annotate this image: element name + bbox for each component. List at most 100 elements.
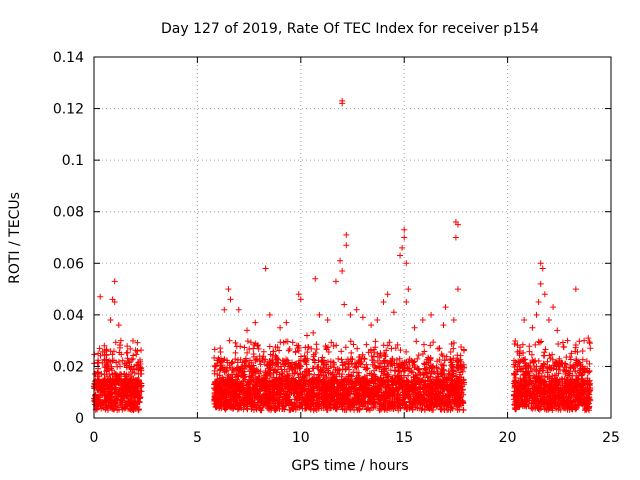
data-point	[403, 348, 410, 355]
data-point	[130, 352, 137, 359]
data-point	[108, 363, 115, 370]
data-point	[96, 381, 103, 388]
y-tick-label: 0.04	[53, 308, 84, 324]
data-point	[113, 403, 120, 410]
data-point	[114, 363, 121, 370]
data-point	[397, 347, 404, 354]
data-point	[413, 338, 420, 345]
data-point	[100, 400, 107, 407]
data-point	[103, 367, 110, 374]
data-point	[120, 378, 127, 385]
data-point	[110, 357, 117, 364]
data-point	[129, 369, 136, 376]
data-point	[97, 403, 104, 410]
data-point	[232, 339, 239, 346]
data-point	[124, 343, 131, 350]
x-tick-label: 15	[395, 430, 413, 446]
data-point	[232, 349, 239, 356]
data-point	[111, 376, 118, 383]
data-point	[115, 375, 122, 382]
data-point	[260, 353, 267, 360]
data-point	[138, 347, 145, 354]
data-point	[333, 342, 340, 349]
data-point	[419, 350, 426, 357]
data-point	[103, 363, 110, 370]
data-point	[135, 398, 142, 405]
data-point	[386, 339, 393, 346]
data-point	[126, 363, 133, 370]
data-point	[312, 349, 319, 356]
x-axis-label: GPS time / hours	[291, 458, 408, 474]
data-point	[104, 373, 111, 380]
data-point	[116, 371, 123, 378]
data-point	[350, 341, 357, 348]
data-point	[137, 395, 144, 402]
data-point	[424, 374, 431, 381]
data-point	[103, 346, 110, 353]
x-tick-label: 25	[602, 430, 620, 446]
data-point	[244, 338, 251, 345]
data-point	[107, 358, 114, 365]
data-point	[281, 406, 288, 413]
data-point	[449, 370, 456, 377]
data-point	[131, 404, 138, 411]
data-point	[126, 381, 133, 388]
data-point	[135, 406, 142, 413]
data-point	[103, 351, 110, 358]
x-tick-label: 20	[499, 430, 517, 446]
y-tick-label: 0	[75, 411, 84, 427]
data-point	[122, 399, 129, 406]
data-point	[116, 349, 123, 356]
data-point	[372, 338, 379, 345]
data-point	[266, 343, 273, 350]
data-point	[104, 404, 111, 411]
y-tick-label: 0.02	[53, 359, 84, 375]
data-point	[125, 371, 132, 378]
data-point	[441, 357, 448, 364]
data-point	[328, 339, 335, 346]
data-point	[394, 341, 401, 348]
data-point	[460, 407, 467, 414]
x-tick-label: 5	[193, 430, 202, 446]
data-point	[217, 345, 224, 352]
data-point	[118, 404, 125, 411]
data-point	[459, 368, 466, 375]
data-point	[95, 387, 102, 394]
data-point	[450, 345, 457, 352]
data-point	[103, 383, 110, 390]
data-point	[104, 407, 111, 414]
data-point	[134, 339, 141, 346]
data-point	[131, 369, 138, 376]
data-point	[117, 342, 124, 349]
y-tick-label: 0.08	[53, 205, 84, 221]
data-point	[105, 377, 112, 384]
data-point	[129, 337, 136, 344]
data-point	[123, 364, 130, 371]
data-point	[98, 386, 105, 393]
data-point	[126, 405, 133, 412]
data-point	[108, 402, 115, 409]
data-point	[257, 361, 264, 368]
data-point	[228, 371, 235, 378]
data-point	[330, 343, 337, 350]
data-point	[250, 345, 257, 352]
x-tick-label: 10	[292, 430, 310, 446]
data-point	[124, 393, 131, 400]
data-point	[108, 394, 115, 401]
data-point	[99, 359, 106, 366]
data-point	[250, 353, 257, 360]
data-point	[130, 407, 137, 414]
data-point	[457, 369, 464, 376]
data-point	[113, 384, 120, 391]
y-tick-label: 0.14	[53, 50, 84, 66]
data-point	[123, 401, 130, 408]
data-point	[130, 393, 137, 400]
data-point	[133, 389, 140, 396]
data-point	[117, 392, 124, 399]
data-point	[103, 357, 110, 364]
data-point	[94, 369, 101, 376]
chart-title: Day 127 of 2019, Rate Of TEC Index for r…	[161, 21, 539, 37]
data-point	[127, 345, 134, 352]
data-point	[97, 396, 104, 403]
